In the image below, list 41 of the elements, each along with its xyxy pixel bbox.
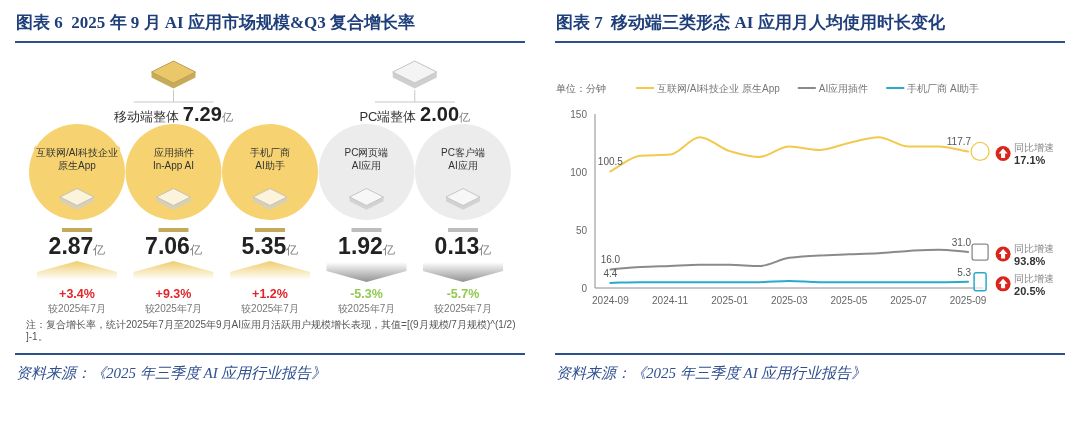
x-tick-label: 2025-03: [770, 295, 809, 306]
chart-title: 图表 7 移动端三类形态 AI 应用月人均使用时长变化: [556, 13, 946, 32]
x-tick-label: 2025-07: [890, 295, 928, 306]
legend-label: AI应用插件: [818, 83, 869, 94]
y-tick-label: 150: [570, 109, 588, 120]
data-label: -5.7% 较2025年7月: [434, 287, 492, 314]
category-label: 应用插件 In-App AI: [152, 147, 195, 171]
text: 移动端整体 7.29亿: [114, 103, 233, 125]
data-label: 16.0: [600, 254, 621, 266]
text: 同比增速 17.1%: [1014, 142, 1055, 167]
x-tick-label: 2025-01: [711, 295, 749, 306]
y-tick-label: 50: [575, 225, 588, 236]
legend-label: 互联网/AI科技企业 原生App: [657, 83, 781, 94]
data-label: +9.3% 较2025年7月: [144, 287, 203, 314]
text: 同比增速 93.8%: [1014, 243, 1055, 268]
data-label: 117.7: [946, 136, 972, 148]
category-label: PC客户端 AI应用: [441, 147, 485, 171]
legend-label: 手机厂商 AI助手: [907, 83, 980, 94]
y-tick-label: 0: [581, 283, 588, 294]
category-label: PC网页端 AI应用: [344, 147, 389, 171]
data-label: 100.5: [597, 156, 624, 168]
x-tick-label: 2024-09: [592, 295, 630, 306]
data-label: -5.3% 较2025年7月: [337, 287, 396, 314]
x-tick-label: 2025-05: [830, 295, 868, 306]
data-label: +3.4% 较2025年7月: [48, 287, 106, 314]
text: PC端整体 2.00亿: [359, 103, 471, 125]
y-tick-label: 100: [570, 167, 588, 178]
x-tick-label: 2024-11: [652, 295, 689, 306]
y-axis-title: 单位：分钟: [556, 83, 606, 94]
text: 注：复合增长率，统计2025年7月至2025年9月AI应用月活跃用户规模增长表现，其值=[(9月规模/7月规模)^(1/2)]-1。: [26, 319, 516, 342]
text: 资料来源：《2025 年三季度 AI 应用行业报告》: [16, 365, 327, 381]
data-label: 31.0: [951, 237, 972, 249]
category-label: 手机厂商 AI助手: [250, 147, 290, 171]
text: 同比增速 20.5%: [1014, 272, 1055, 297]
text: 图表 6 2025 年 9 月 AI 应用市场规模&Q3 复合增长率: [16, 13, 416, 32]
x-tick-label: 2025-09: [949, 295, 987, 306]
category-label: 互联网/AI科技企业原生App: [35, 147, 119, 171]
data-label: +1.2% 较2025年7月: [241, 287, 299, 314]
text: 资料来源：《2025 年三季度 AI 应用行业报告》: [556, 365, 867, 381]
data-label: 4.4: [603, 267, 618, 279]
data-label: 5.3: [957, 266, 972, 278]
